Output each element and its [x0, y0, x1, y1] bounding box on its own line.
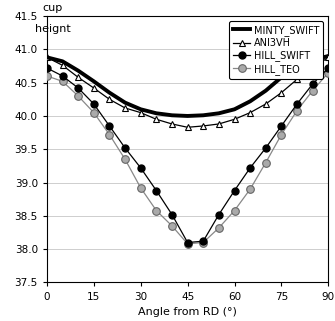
- HILL_TEO: [92, 111, 96, 115]
- HILL_SWIFT: [45, 66, 49, 70]
- HILL_TEO: [45, 74, 49, 78]
- HILL_SWIFT: [248, 166, 252, 170]
- HILL_TEO: [232, 209, 237, 213]
- HILL_TEO: [123, 157, 127, 161]
- MINTY_SWIFT: [154, 111, 158, 115]
- HILL_TEO: [186, 242, 190, 246]
- MINTY_SWIFT: [248, 100, 252, 103]
- HILL_TEO: [311, 89, 315, 92]
- MINTY_SWIFT: [295, 65, 299, 69]
- MINTY_SWIFT: [201, 113, 205, 117]
- MINTY_SWIFT: [186, 114, 190, 118]
- ANI3VH: [326, 56, 330, 59]
- ANI3VH: [232, 117, 237, 121]
- HILL_TEO: [139, 186, 143, 190]
- ANI3VH: [45, 56, 49, 59]
- HILL_SWIFT: [123, 146, 127, 150]
- HILL_SWIFT: [139, 166, 143, 170]
- ANI3VH: [92, 86, 96, 90]
- ANI3VH: [186, 126, 190, 129]
- MINTY_SWIFT: [45, 56, 49, 59]
- ANI3VH: [76, 75, 80, 79]
- ANI3VH: [61, 64, 65, 67]
- Legend: MINTY_SWIFT, ANI3VH, HILL_SWIFT, HILL_TEO: MINTY_SWIFT, ANI3VH, HILL_SWIFT, HILL_TE…: [229, 21, 323, 79]
- ANI3VH: [123, 106, 127, 110]
- MINTY_SWIFT: [108, 91, 112, 95]
- ANI3VH: [311, 66, 315, 70]
- Text: heignt: heignt: [35, 24, 70, 34]
- X-axis label: Angle from RD (°): Angle from RD (°): [138, 307, 237, 317]
- HILL_SWIFT: [295, 102, 299, 106]
- HILL_SWIFT: [76, 86, 80, 90]
- HILL_SWIFT: [279, 124, 283, 128]
- ANI3VH: [170, 122, 174, 126]
- MINTY_SWIFT: [123, 101, 127, 105]
- Line: MINTY_SWIFT: MINTY_SWIFT: [47, 56, 328, 116]
- HILL_SWIFT: [154, 189, 158, 193]
- MINTY_SWIFT: [170, 113, 174, 117]
- HILL_TEO: [76, 94, 80, 98]
- MINTY_SWIFT: [326, 54, 330, 58]
- HILL_TEO: [248, 187, 252, 191]
- ANI3VH: [201, 124, 205, 128]
- HILL_SWIFT: [264, 146, 268, 150]
- HILL_TEO: [170, 224, 174, 228]
- HILL_SWIFT: [217, 213, 221, 216]
- ANI3VH: [248, 111, 252, 115]
- HILL_TEO: [108, 133, 112, 136]
- ANI3VH: [108, 97, 112, 101]
- HILL_TEO: [326, 71, 330, 74]
- HILL_SWIFT: [326, 66, 330, 70]
- HILL_TEO: [61, 79, 65, 83]
- MINTY_SWIFT: [217, 111, 221, 115]
- HILL_TEO: [295, 109, 299, 113]
- MINTY_SWIFT: [232, 107, 237, 111]
- ANI3VH: [264, 102, 268, 106]
- MINTY_SWIFT: [139, 107, 143, 111]
- MINTY_SWIFT: [279, 75, 283, 79]
- HILL_SWIFT: [170, 213, 174, 216]
- HILL_TEO: [201, 241, 205, 245]
- HILL_TEO: [154, 209, 158, 213]
- ANI3VH: [279, 91, 283, 95]
- MINTY_SWIFT: [92, 79, 96, 83]
- HILL_SWIFT: [61, 74, 65, 78]
- HILL_SWIFT: [186, 241, 190, 245]
- Line: HILL_TEO: HILL_TEO: [43, 69, 332, 248]
- MINTY_SWIFT: [76, 69, 80, 73]
- HILL_SWIFT: [201, 239, 205, 243]
- ANI3VH: [217, 122, 221, 126]
- HILL_SWIFT: [108, 124, 112, 128]
- HILL_SWIFT: [92, 102, 96, 106]
- MINTY_SWIFT: [61, 59, 65, 63]
- Text: cup: cup: [43, 4, 63, 13]
- HILL_SWIFT: [311, 82, 315, 86]
- HILL_TEO: [279, 133, 283, 136]
- HILL_TEO: [264, 161, 268, 165]
- Line: ANI3VH: ANI3VH: [44, 54, 331, 130]
- Line: HILL_SWIFT: HILL_SWIFT: [44, 65, 332, 246]
- MINTY_SWIFT: [311, 58, 315, 62]
- HILL_TEO: [217, 226, 221, 230]
- HILL_SWIFT: [232, 189, 237, 193]
- ANI3VH: [139, 111, 143, 115]
- MINTY_SWIFT: [264, 89, 268, 92]
- ANI3VH: [154, 117, 158, 121]
- ANI3VH: [295, 77, 299, 81]
